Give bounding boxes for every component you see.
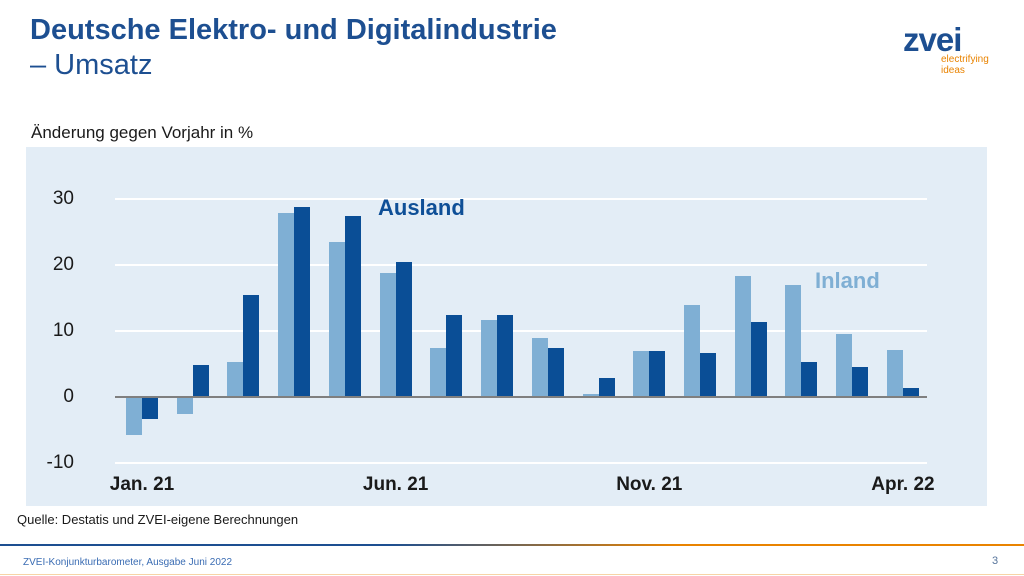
page-number: 3 <box>991 555 999 567</box>
bar-inland-apr-21 <box>278 212 295 397</box>
bar-inland-jan-21 <box>126 397 142 435</box>
bar-inland-apr-22 <box>886 350 903 397</box>
series-label-inland: Inland <box>815 268 880 293</box>
bar-ausland-dez-21 <box>700 352 717 397</box>
footer-divider <box>0 544 1024 546</box>
chart-title: Änderung gegen Vorjahr in % <box>31 123 254 142</box>
plot-area: Ausland Inland Jan. 21 Jun. 21 Nov. 21 Apr.… <box>110 147 935 506</box>
title-line-2: – Umsatz <box>30 49 153 81</box>
bar-inland-sep-21 <box>531 338 548 397</box>
y-axis-labels: 30 20 10 0 -10 <box>26 147 74 506</box>
bar-ausland-aug-21 <box>497 315 514 397</box>
zvei-wordmark: zvei <box>903 21 962 58</box>
bar-ausland-mär-21 <box>243 295 260 397</box>
y-tick-label: -10 <box>46 452 74 473</box>
bar-ausland-apr-22 <box>902 388 919 397</box>
bar-ausland-nov-21 <box>649 350 666 397</box>
x-tick-label: Jan. 21 <box>109 474 175 495</box>
bar-ausland-sep-21 <box>547 348 564 397</box>
zvei-tagline-line-2: ideas <box>941 64 965 76</box>
bar-inland-mär-21 <box>227 362 244 397</box>
bar-ausland-okt-21 <box>598 377 615 397</box>
bar-inland-feb-21 <box>176 397 193 414</box>
y-tick-label: 20 <box>52 254 74 275</box>
bar-inland-dez-21 <box>684 305 701 397</box>
chart-panel: 30 20 10 0 -10 Ausland Inland Jan. 21 Jun. 21… <box>26 147 987 506</box>
bar-inland-okt-21 <box>582 394 599 397</box>
bar-inland-nov-21 <box>633 351 650 397</box>
zvei-tagline: electrifying ideas <box>941 54 993 76</box>
title-line-1: Deutsche Elektro- und Digitalindustrie <box>30 14 557 46</box>
bar-ausland-mär-22 <box>852 367 869 397</box>
y-tick-label: 30 <box>52 188 74 209</box>
zvei-logo: zvei electrifying ideas <box>903 21 993 76</box>
x-tick-label: Jun. 21 <box>362 474 429 495</box>
slide-bottom-edge <box>0 574 1024 575</box>
source-note: Quelle: Destatis und ZVEI-eigene Berechn… <box>17 512 299 527</box>
gridline-30 <box>115 198 927 200</box>
bar-inland-jul-21 <box>430 348 447 397</box>
gridline-10 <box>115 330 927 332</box>
bar-ausland-jul-21 <box>446 315 463 397</box>
bar-ausland-feb-21 <box>192 365 209 397</box>
bar-inland-jun-21 <box>379 272 396 397</box>
bar-inland-jan-22 <box>734 275 751 397</box>
x-tick-label: Nov. 21 <box>616 474 683 495</box>
gridline--10 <box>115 462 927 464</box>
zvei-tagline-line-1: electrifying <box>941 54 989 65</box>
slide-title: Deutsche Elektro- und Digitalindustrie –… <box>30 13 557 83</box>
x-tick-label: Apr. 22 <box>871 474 935 495</box>
bar-ausland-apr-21 <box>294 206 311 397</box>
bar-ausland-jun-21 <box>395 261 412 397</box>
y-tick-label: 10 <box>52 320 74 341</box>
bar-ausland-mai-21 <box>344 216 361 397</box>
bar-ausland-jan-22 <box>750 322 767 397</box>
bar-inland-feb-22 <box>785 284 802 397</box>
bar-ausland-feb-22 <box>801 362 818 397</box>
y-tick-label: 0 <box>63 386 74 407</box>
series-label-ausland: Ausland <box>378 195 465 220</box>
bar-ausland-jan-21 <box>142 397 158 419</box>
zero-axis-line <box>115 396 927 398</box>
bar-inland-mär-22 <box>836 334 853 397</box>
bar-inland-aug-21 <box>481 320 498 397</box>
bar-inland-mai-21 <box>328 241 345 397</box>
gridline-20 <box>115 264 927 266</box>
footer-text: ZVEI-Konjunkturbarometer, Ausgabe Juni 2… <box>23 557 233 568</box>
